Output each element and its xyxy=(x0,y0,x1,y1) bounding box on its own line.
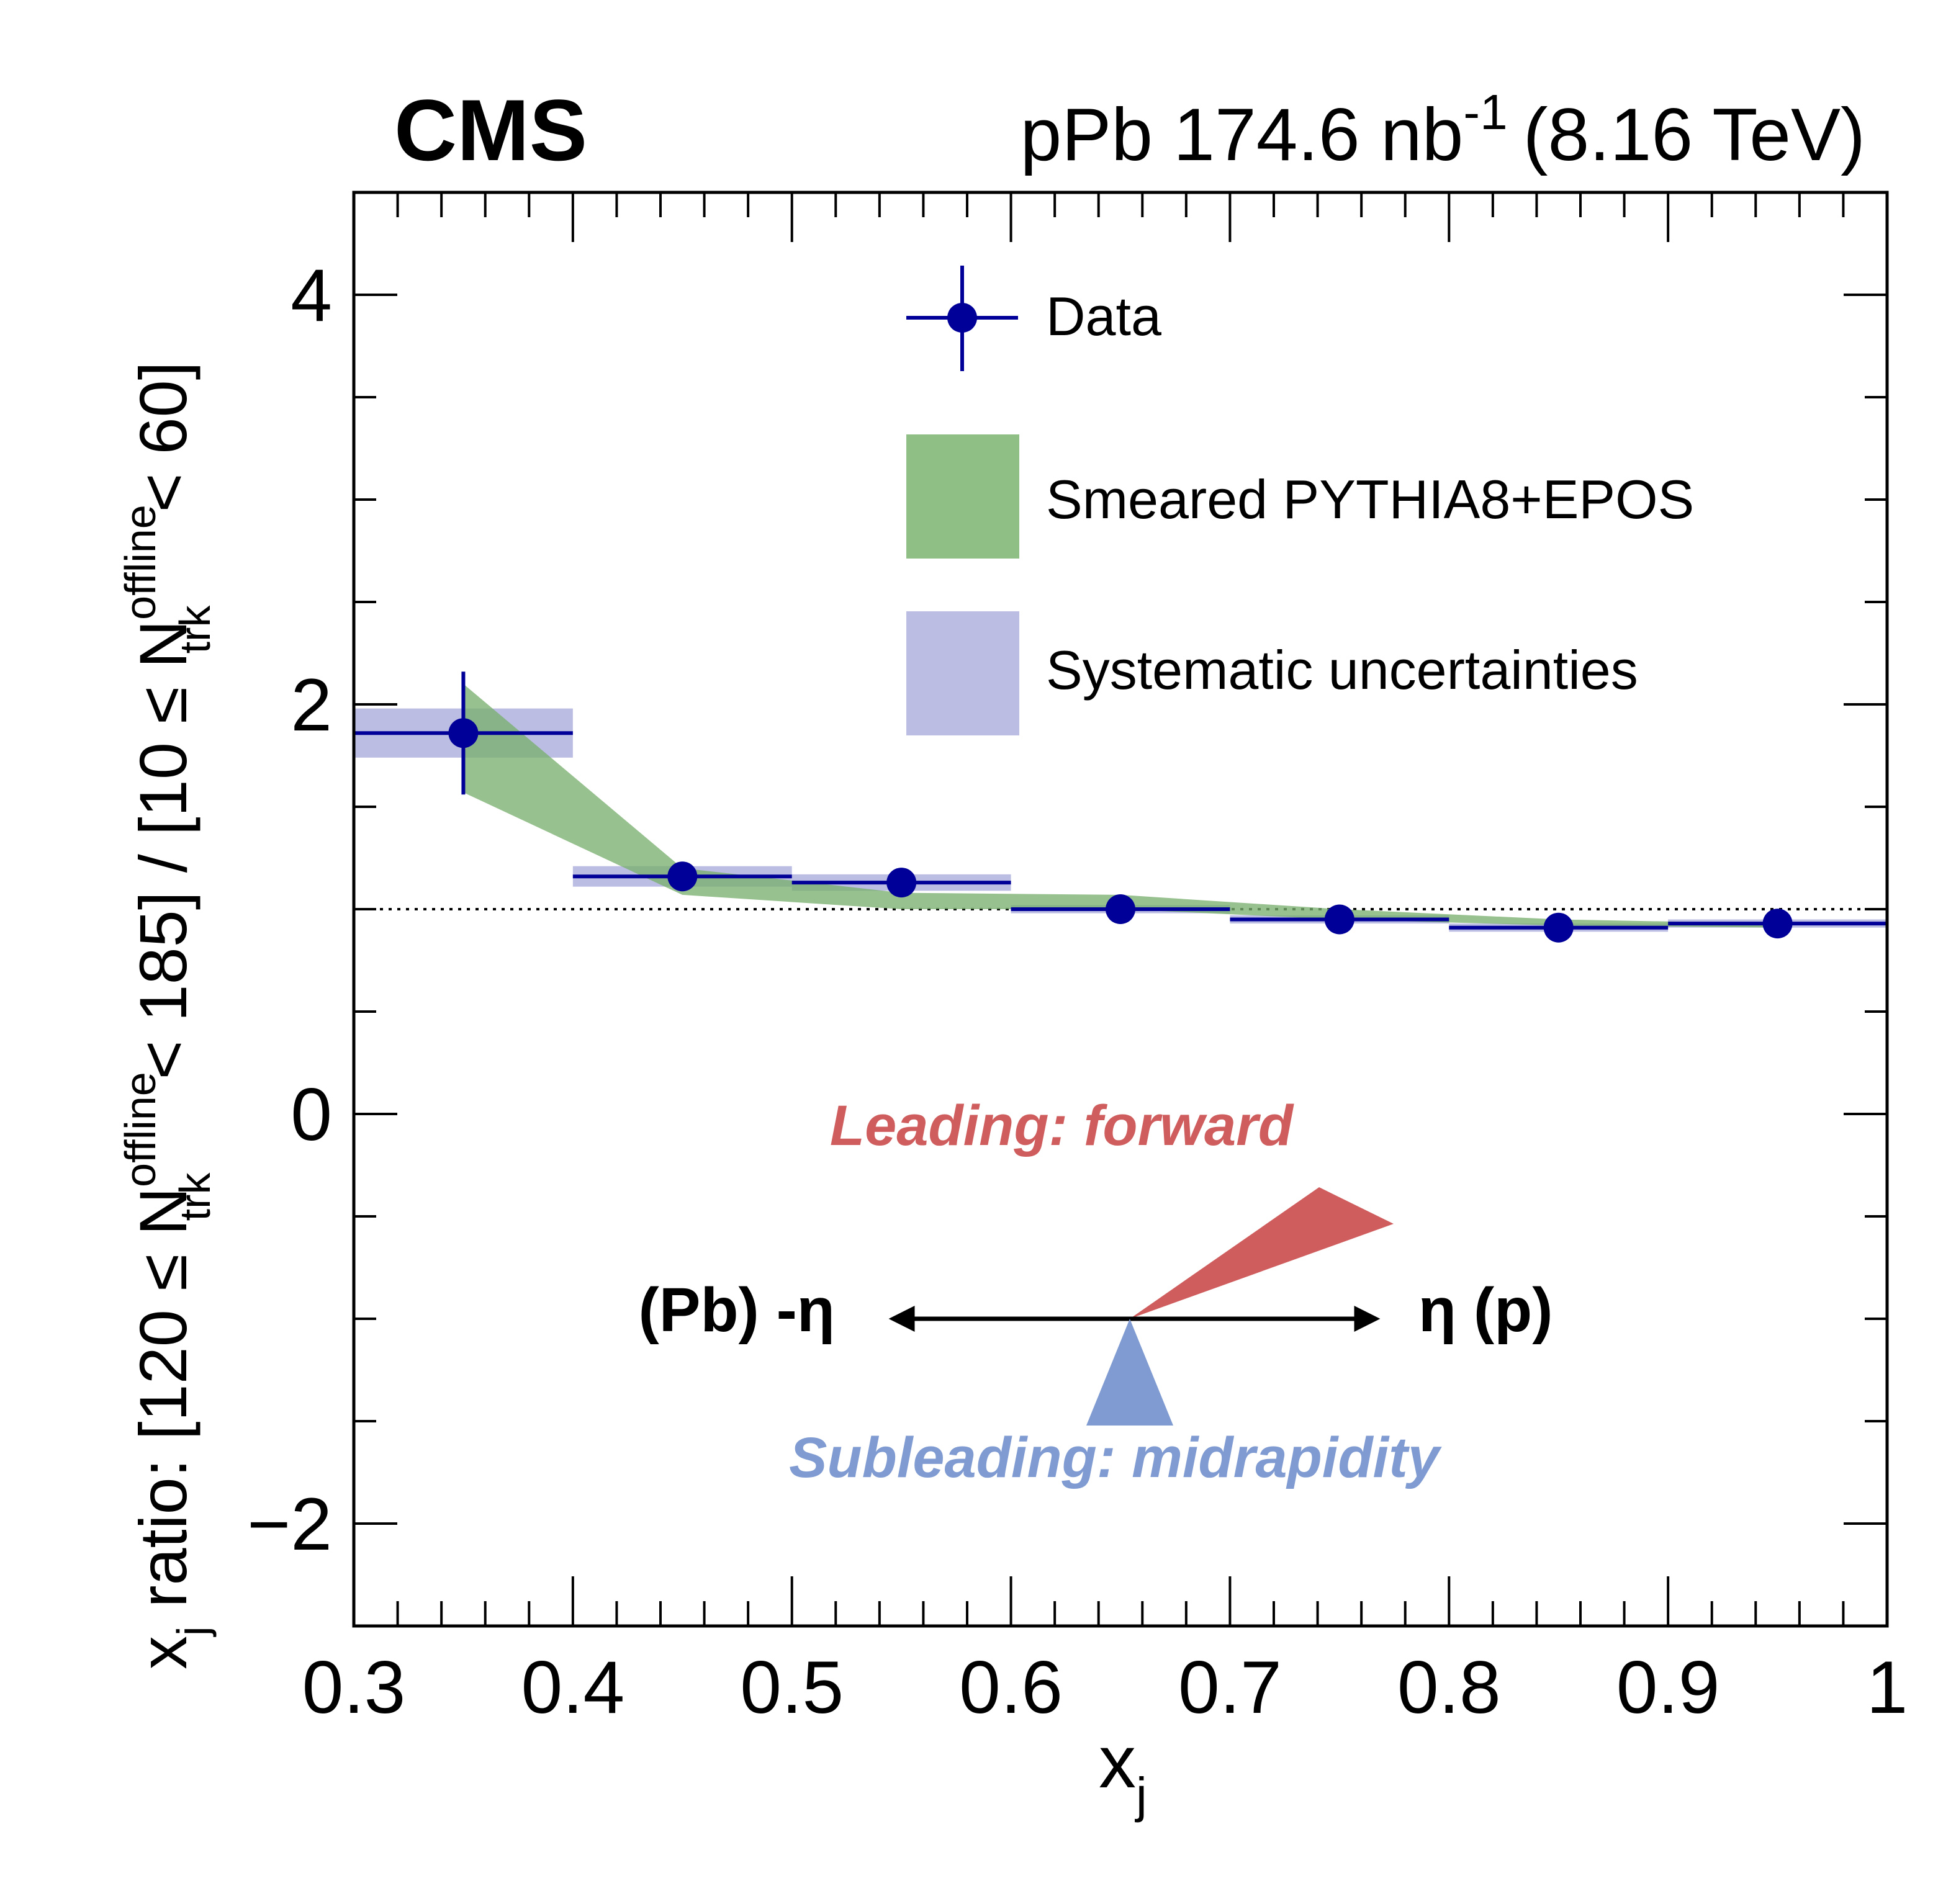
data-points-layer xyxy=(354,671,1887,943)
y-axis-title-sub2: trk xyxy=(171,605,219,654)
model-band-layer xyxy=(463,684,1778,928)
x-axis-title-sub: j xyxy=(1135,1767,1147,1823)
y-axis-title-sup1: offline xyxy=(116,1072,165,1187)
legend-data-marker xyxy=(947,303,977,333)
legend-model-swatch xyxy=(906,434,1019,559)
model-band xyxy=(463,684,1778,928)
x-tick-label-1: 0.3 xyxy=(302,1646,406,1729)
subleading-midrapidity-label: Subleading: midrapidity xyxy=(789,1426,1442,1489)
x-tick-label-5: 0.7 xyxy=(1178,1646,1282,1729)
y-axis-title-sub1: trk xyxy=(171,1172,219,1221)
experiment-label: CMS xyxy=(394,81,587,179)
data-point-5 xyxy=(1324,904,1354,935)
leading-forward-label: Leading: forward xyxy=(830,1094,1294,1157)
y-axis-title: xj ratio: [120 ≤ Nofflinetrk < 185] / [1… xyxy=(116,361,219,1669)
legend-model-label: Smeared PYTHIA8+EPOS xyxy=(1046,469,1694,530)
luminosity-main: pPb 174.6 nb xyxy=(1020,93,1463,176)
luminosity-superscript: -1 xyxy=(1463,84,1507,140)
data-point-2 xyxy=(667,861,698,892)
x-tick-label-7: 0.9 xyxy=(1616,1646,1720,1729)
energy-label: (8.16 TeV) xyxy=(1523,93,1865,176)
x-axis-title-main: x xyxy=(1099,1720,1136,1803)
y-axis-title-pre-sub: j xyxy=(168,1626,217,1637)
kinematics-diagram: Leading: forward (Pb) -η η (p) Subleadin… xyxy=(638,1094,1553,1489)
pb-direction-label: (Pb) -η xyxy=(638,1275,835,1345)
luminosity-label: pPb 174.6 nb-1 (8.16 TeV) xyxy=(1020,84,1865,176)
data-point-4 xyxy=(1106,894,1135,924)
axes-layer: 0.3 0.4 0.5 0.6 0.7 0.8 0.9 1 −2 0 2 4 xyxy=(247,191,1908,1729)
x-axis-title: xj xyxy=(1099,1720,1147,1823)
data-point-7 xyxy=(1762,909,1793,939)
x-tick-label-3: 0.5 xyxy=(740,1646,844,1729)
legend-syst-swatch xyxy=(906,611,1019,735)
legend: Data Smeared PYTHIA8+EPOS Systematic unc… xyxy=(906,266,1694,735)
y-tick-label-4: 4 xyxy=(291,254,332,337)
legend-syst-label: Systematic uncertainties xyxy=(1046,639,1638,701)
y-tick-label-3: 2 xyxy=(291,663,332,747)
subleading-jet-cone xyxy=(1086,1319,1173,1426)
y-tick-label-2: 0 xyxy=(291,1073,332,1156)
data-point-6 xyxy=(1543,912,1574,943)
y-axis-title-pre: x xyxy=(125,1636,201,1669)
y-axis-title-part2: < 185] / [10 ≤ N xyxy=(125,620,201,1098)
x-tick-label-2: 0.4 xyxy=(521,1646,624,1729)
y-axis-title-part1: ratio: [120 ≤ N xyxy=(125,1187,201,1627)
x-tick-label-8: 1 xyxy=(1867,1646,1908,1729)
x-tick-label-4: 0.6 xyxy=(959,1646,1063,1729)
p-direction-label: η (p) xyxy=(1418,1275,1553,1345)
data-point-1 xyxy=(448,718,479,748)
y-tick-label-1: −2 xyxy=(247,1483,332,1566)
leading-jet-cone xyxy=(1130,1187,1394,1319)
y-axis-title-part3: < 60] xyxy=(125,361,201,531)
legend-data-label: Data xyxy=(1046,285,1161,347)
y-axis-title-sup2: offline xyxy=(116,505,165,620)
x-tick-label-6: 0.8 xyxy=(1397,1646,1501,1729)
data-point-3 xyxy=(886,868,917,898)
